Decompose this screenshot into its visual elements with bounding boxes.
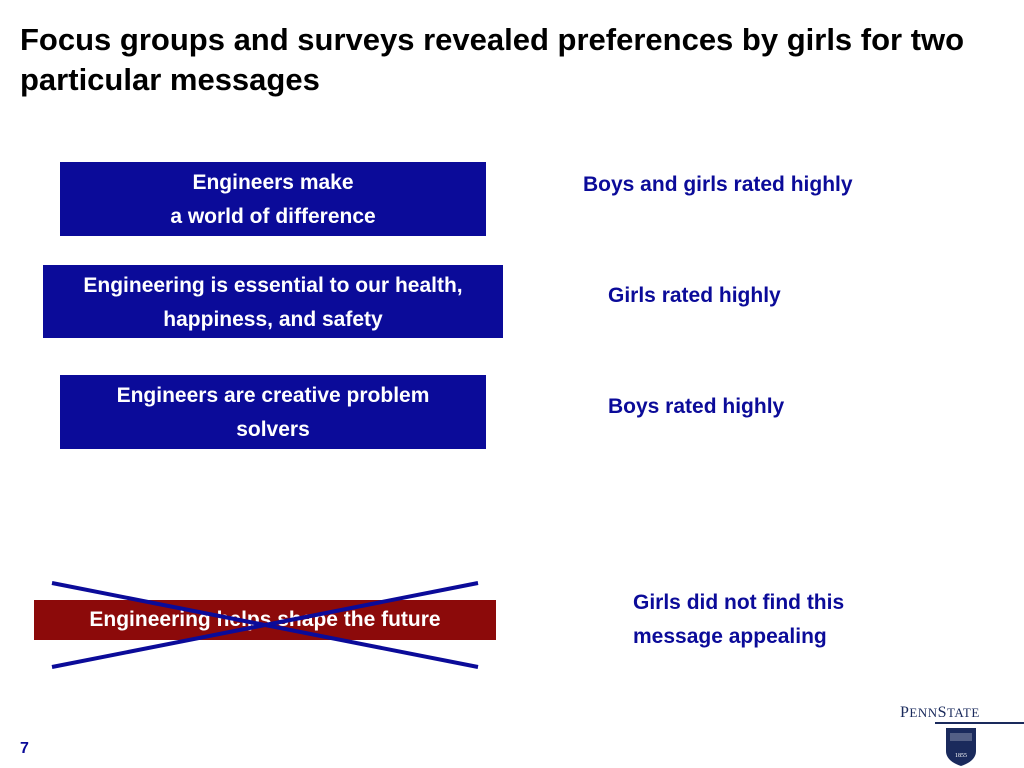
message-line: a world of difference [170, 205, 376, 228]
message-box-health-happiness-safety: Engineering is essential to our health, … [43, 265, 503, 338]
message-line: happiness, and safety [163, 308, 383, 331]
message-box-creative-problem-solvers: Engineers are creative problem solvers [60, 375, 486, 449]
message-line: Engineering is essential to our health, [83, 274, 463, 297]
message-box-world-of-difference: Engineers make a world of difference [60, 162, 486, 236]
rejected-message-box: Engineering helps shape the future [34, 600, 496, 640]
rating-label: Girls rated highly [608, 284, 781, 307]
slide-title: Focus groups and surveys revealed prefer… [20, 22, 965, 97]
logo-letter: P [900, 704, 910, 721]
logo-letters: ENN [909, 705, 938, 720]
rejected-rating-label: Girls did not find this message appealin… [633, 586, 933, 654]
logo-letter: S [937, 704, 948, 721]
rating-line: message appealing [633, 625, 827, 648]
rating-label: Boys rated highly [608, 395, 785, 418]
message-line: Engineers make [192, 171, 354, 194]
message-line: solvers [236, 418, 310, 441]
cross-line [51, 581, 479, 669]
message-line: Engineers are creative problem [116, 384, 430, 407]
rating-label: Boys and girls rated highly [583, 173, 853, 196]
page-number: 7 [20, 740, 29, 757]
pennstate-logo: PENNSTATE 1855 [895, 700, 1024, 768]
rating-line: Girls did not find this [633, 591, 845, 614]
logo-rule [935, 722, 1024, 724]
logo-year: 1855 [955, 753, 967, 759]
logo-letters: TATE [947, 705, 980, 720]
logo-wordmark: PENNSTATE [900, 704, 980, 722]
shield-icon: 1855 [946, 728, 976, 766]
cross-out-icon [51, 581, 479, 669]
